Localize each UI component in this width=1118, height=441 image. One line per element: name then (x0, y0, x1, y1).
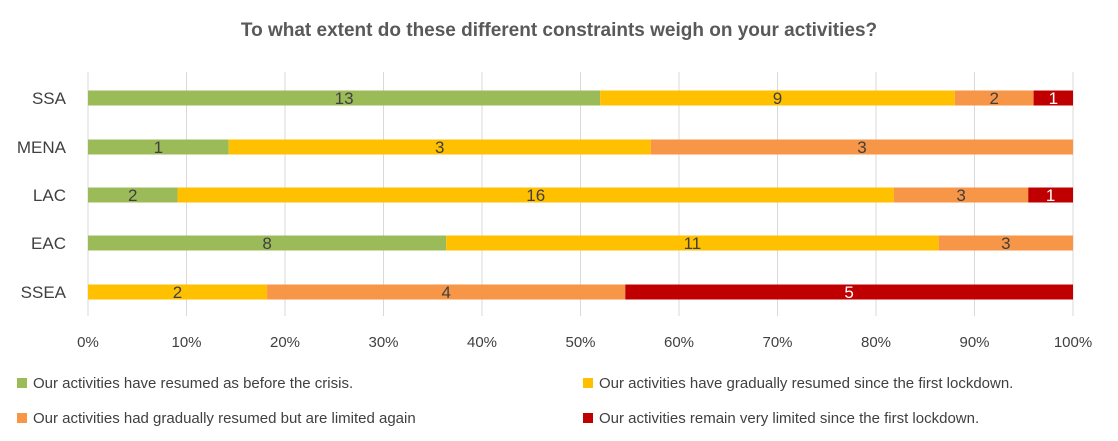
bar-segment (88, 90, 601, 106)
category-label: MENA (17, 138, 67, 157)
data-label: 2 (128, 186, 137, 205)
bar-segment (88, 284, 268, 300)
chart-title: To what extent do these different constr… (241, 20, 877, 41)
x-tick-label: 60% (664, 334, 694, 351)
legend: Our activities have resumed as before th… (17, 375, 1013, 427)
x-tick-label: 90% (959, 334, 989, 351)
data-label: 13 (335, 89, 354, 108)
bar-segment (88, 187, 178, 203)
data-label: 1 (1049, 89, 1058, 108)
legend-swatch (583, 378, 593, 388)
data-label: 2 (989, 89, 998, 108)
data-label: 3 (857, 138, 866, 157)
x-tick-label: 20% (270, 334, 300, 351)
legend-label: Our activities have resumed as before th… (33, 375, 353, 392)
x-tick-label: 10% (171, 334, 201, 351)
category-label: SSA (32, 89, 67, 108)
legend-label: Our activities had gradually resumed but… (33, 410, 416, 427)
bar-segment (1033, 90, 1073, 106)
bar-segment (267, 284, 626, 300)
bar-segment (938, 235, 1073, 251)
category-label: SSEA (21, 283, 67, 302)
bars: 13 9 2 11 3 32 16 3 18 11 32 4 5 (88, 89, 1073, 302)
legend-label: Our activities remain very limited since… (599, 410, 979, 427)
legend-swatch (17, 378, 27, 388)
bar-segment (893, 187, 1029, 203)
bar-segment (1028, 187, 1073, 203)
category-label: LAC (33, 186, 66, 205)
x-tick-label: 40% (467, 334, 497, 351)
x-tick-label: 100% (1054, 334, 1092, 351)
data-label: 16 (526, 186, 545, 205)
legend-label: Our activities have gradually resumed si… (599, 375, 1013, 392)
data-label: 2 (173, 283, 182, 302)
bar-segment (625, 284, 1073, 300)
data-label: 3 (956, 186, 965, 205)
x-axis-ticks: 0% 10% 20% 30% 40% 50% 60% 70% 80% 90% 100% (77, 334, 1092, 351)
data-label: 11 (684, 234, 702, 253)
data-label: 4 (441, 283, 450, 302)
data-label: 3 (435, 138, 444, 157)
bar-segment (88, 139, 229, 155)
bar-segment (446, 235, 939, 251)
data-label: 1 (1046, 186, 1055, 205)
data-label: 8 (262, 234, 271, 253)
x-tick-label: 0% (77, 334, 99, 351)
bar-segment (228, 139, 651, 155)
legend-swatch (17, 413, 27, 423)
x-tick-label: 50% (565, 334, 595, 351)
x-tick-label: 80% (861, 334, 891, 351)
bar-segment (650, 139, 1073, 155)
data-label: 9 (773, 89, 782, 108)
category-label: EAC (31, 234, 66, 253)
category-labels: SSA MENA LAC EAC SSEA (17, 89, 67, 302)
data-label: 1 (154, 138, 163, 157)
legend-swatch (583, 413, 593, 423)
x-tick-label: 30% (368, 334, 398, 351)
bar-segment (954, 90, 1034, 106)
data-label: 3 (1001, 234, 1010, 253)
x-tick-label: 70% (762, 334, 792, 351)
bar-segment (177, 187, 894, 203)
bar-segment (600, 90, 955, 106)
bar-segment (88, 235, 447, 251)
data-label: 5 (844, 283, 853, 302)
